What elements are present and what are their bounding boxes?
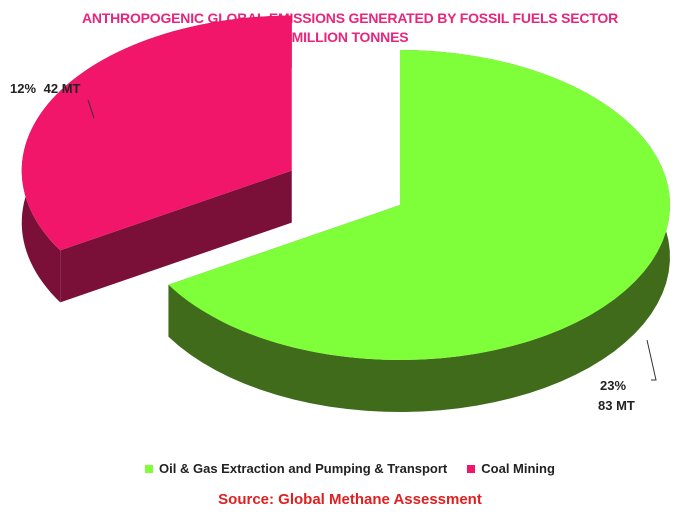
chart-legend: Oil & Gas Extraction and Pumping & Trans… <box>0 461 700 476</box>
legend-swatch-oil-gas <box>145 464 154 473</box>
source-note: Source: Global Methane Assessment <box>218 491 482 508</box>
coal-leader-line <box>87 99 95 119</box>
oil-gas-amount-label: 83 MT <box>598 398 635 413</box>
oil-gas-slice-top <box>168 50 670 361</box>
chart-subtitle: MILLION TONNES <box>291 29 409 45</box>
legend-swatch-coal <box>467 464 476 473</box>
legend-label-coal: Coal Mining <box>481 461 555 476</box>
coal-slice <box>21 15 292 303</box>
oil-gas-percent-label: 23% <box>600 378 626 393</box>
legend-item-coal: Coal Mining <box>467 461 555 476</box>
coal-data-label: 12% 42 MT <box>10 81 81 96</box>
oil-gas-slice <box>168 50 670 412</box>
legend-label-oil-gas: Oil & Gas Extraction and Pumping & Trans… <box>159 461 448 476</box>
coal-slice-wall-start <box>60 170 292 303</box>
legend-item-oil-gas: Oil & Gas Extraction and Pumping & Trans… <box>145 461 447 476</box>
coal-slice-top <box>21 15 292 251</box>
oil-gas-leader-line <box>646 339 657 381</box>
